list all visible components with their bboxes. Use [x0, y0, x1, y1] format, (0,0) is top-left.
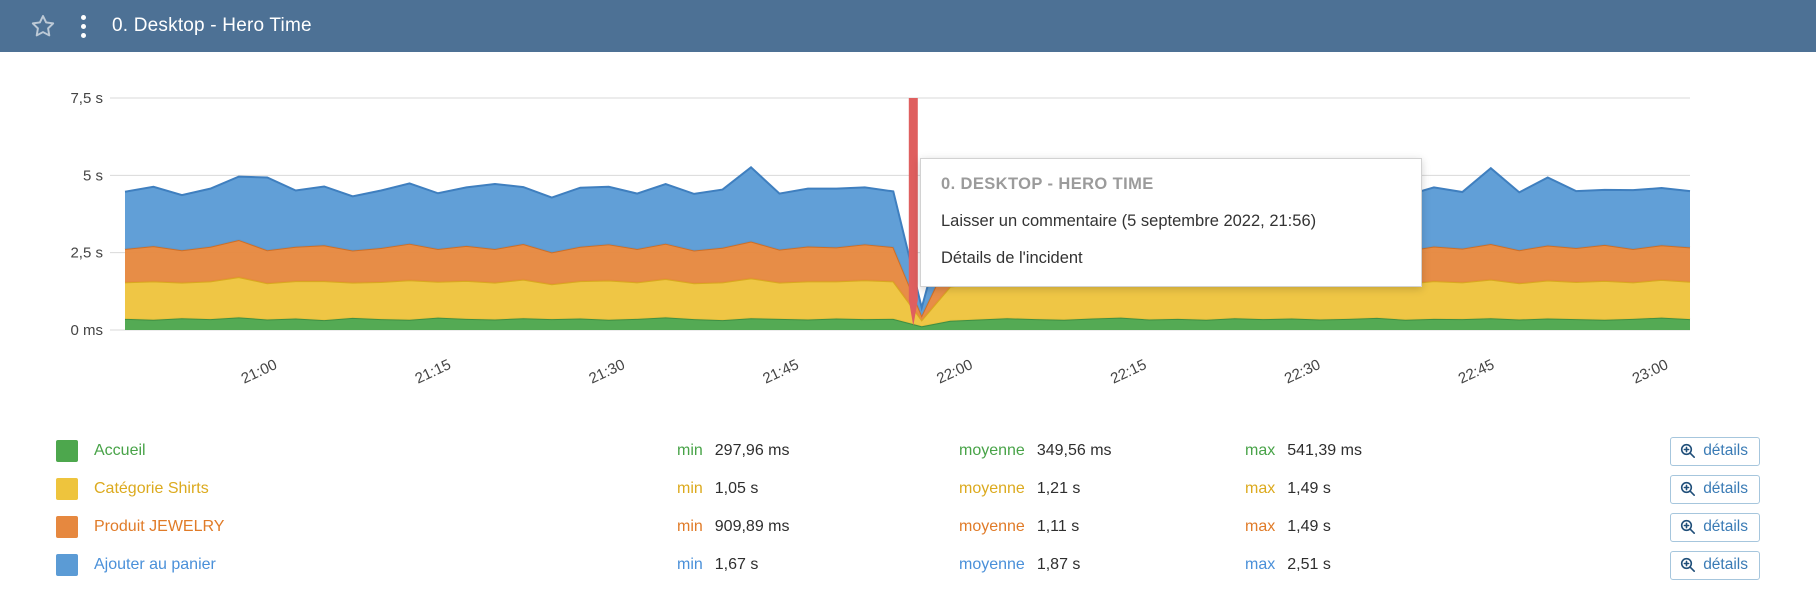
stat-max: max 2,51 s: [1245, 556, 1660, 574]
stat-avg-label: moyenne: [959, 518, 1025, 535]
stat-max-value: 2,51 s: [1287, 556, 1331, 573]
chart-area[interactable]: 7,5 s 5 s 2,5 s 0 ms 21:00 21:15 21:30 21:45 22:…: [0, 52, 1816, 392]
x-axis-label: 23:00: [1630, 356, 1671, 387]
y-axis-label: 2,5 s: [70, 245, 103, 262]
stat-min: min 297,96 ms: [677, 442, 959, 460]
details-button-label: détails: [1703, 479, 1748, 497]
details-button[interactable]: détails: [1670, 550, 1760, 580]
stat-avg: moyenne 1,11 s: [959, 518, 1245, 536]
x-axis-label: 21:30: [586, 356, 627, 387]
legend-swatch: [56, 516, 78, 538]
legend-row: Accueil min 297,96 ms moyenne 349,56 ms ma…: [0, 432, 1816, 470]
legend-row: Produit JEWELRY min 909,89 ms moyenne 1,11…: [0, 508, 1816, 546]
legend-swatch: [56, 554, 78, 576]
kebab-menu-button[interactable]: [70, 11, 96, 41]
legend-row-label: Accueil: [94, 442, 146, 459]
legend: Accueil min 297,96 ms moyenne 349,56 ms ma…: [0, 432, 1816, 584]
details-button[interactable]: détails: [1670, 436, 1760, 466]
stat-avg-value: 1,87 s: [1036, 556, 1081, 573]
stat-avg-value: 349,56 ms: [1036, 442, 1112, 459]
details-button-label: détails: [1703, 555, 1748, 573]
stat-max-value: 541,39 ms: [1287, 442, 1362, 459]
zoom-in-icon: [1681, 519, 1696, 534]
incident-tooltip: 0. DESKTOP - HERO TIME Laisser un commen…: [920, 158, 1422, 287]
x-axis-label: 22:45: [1456, 356, 1497, 387]
stat-max: max 1,49 s: [1245, 480, 1660, 498]
legend-swatch: [56, 478, 78, 500]
details-button-label: détails: [1703, 517, 1748, 535]
stat-min-label: min: [677, 442, 703, 459]
details-button[interactable]: détails: [1670, 474, 1760, 504]
y-axis-label: 0 ms: [70, 322, 103, 339]
stat-max-value: 1,49 s: [1287, 518, 1331, 535]
stat-avg: moyenne 1,21 s: [959, 480, 1245, 498]
stat-min-label: min: [677, 518, 703, 535]
stat-avg-label: moyenne: [959, 556, 1025, 573]
details-button[interactable]: détails: [1670, 512, 1760, 542]
stat-avg: moyenne 349,56 ms: [959, 442, 1245, 460]
legend-row-label: Ajouter au panier: [94, 556, 216, 573]
stat-min-value: 297,96 ms: [714, 442, 790, 459]
x-axis-label: 21:15: [412, 356, 453, 387]
stat-max-value: 1,49 s: [1287, 480, 1331, 497]
stat-min: min 1,67 s: [677, 556, 959, 574]
stat-avg-label: moyenne: [959, 442, 1025, 459]
area-series[interactable]: [125, 317, 1690, 330]
tooltip-incident-item[interactable]: Détails de l'incident: [941, 249, 1083, 267]
panel-header: 0. Desktop - Hero Time: [0, 0, 1816, 52]
stat-min-label: min: [677, 480, 703, 497]
x-axis-label: 21:00: [239, 356, 280, 387]
series-top-edge: [124, 165, 1691, 312]
legend-row-label: Produit JEWELRY: [94, 518, 225, 535]
tooltip-comment-item[interactable]: Laisser un commentaire (5 septembre 2022…: [941, 212, 1317, 230]
zoom-in-icon: [1681, 481, 1696, 496]
stat-avg: moyenne 1,87 s: [959, 556, 1245, 574]
stacked-area-chart[interactable]: 7,5 s 5 s 2,5 s 0 ms 21:00 21:15 21:30 21:45 22:…: [0, 52, 1816, 392]
panel-title: 0. Desktop - Hero Time: [112, 15, 312, 36]
y-axis-label: 7,5 s: [70, 90, 103, 107]
details-button-label: détails: [1703, 441, 1748, 459]
stat-min-value: 1,67 s: [714, 556, 759, 573]
tooltip-title: 0. DESKTOP - HERO TIME: [941, 175, 1154, 193]
y-axis-label: 5 s: [83, 167, 103, 184]
stat-max-label: max: [1245, 518, 1276, 535]
stat-avg-label: moyenne: [959, 480, 1025, 497]
x-axis-label: 22:15: [1108, 356, 1149, 387]
stat-max-label: max: [1245, 442, 1276, 459]
stat-max: max 541,39 ms: [1245, 442, 1660, 460]
x-axis-label: 22:30: [1282, 356, 1323, 387]
stat-min-label: min: [677, 556, 703, 573]
stat-min-value: 909,89 ms: [714, 518, 790, 535]
stat-avg-value: 1,11 s: [1036, 518, 1080, 535]
stat-min: min 1,05 s: [677, 480, 959, 498]
stat-min: min 909,89 ms: [677, 518, 959, 536]
zoom-in-icon: [1681, 443, 1696, 458]
legend-row: Ajouter au panier min 1,67 s moyenne 1,87 …: [0, 546, 1816, 584]
x-axis-label: 22:00: [934, 356, 975, 387]
favorite-star-icon[interactable]: [28, 11, 58, 41]
stat-min-value: 1,05 s: [714, 480, 759, 497]
incident-marker[interactable]: [908, 98, 918, 326]
stat-avg-value: 1,21 s: [1036, 480, 1081, 497]
x-axis-label: 21:45: [760, 356, 801, 387]
stat-max: max 1,49 s: [1245, 518, 1660, 536]
stat-max-label: max: [1245, 480, 1276, 497]
legend-row-label: Catégorie Shirts: [94, 480, 209, 497]
legend-swatch: [56, 440, 78, 462]
zoom-in-icon: [1681, 557, 1696, 572]
stat-max-label: max: [1245, 556, 1276, 573]
legend-row: Catégorie Shirts min 1,05 s moyenne 1,21 s…: [0, 470, 1816, 508]
